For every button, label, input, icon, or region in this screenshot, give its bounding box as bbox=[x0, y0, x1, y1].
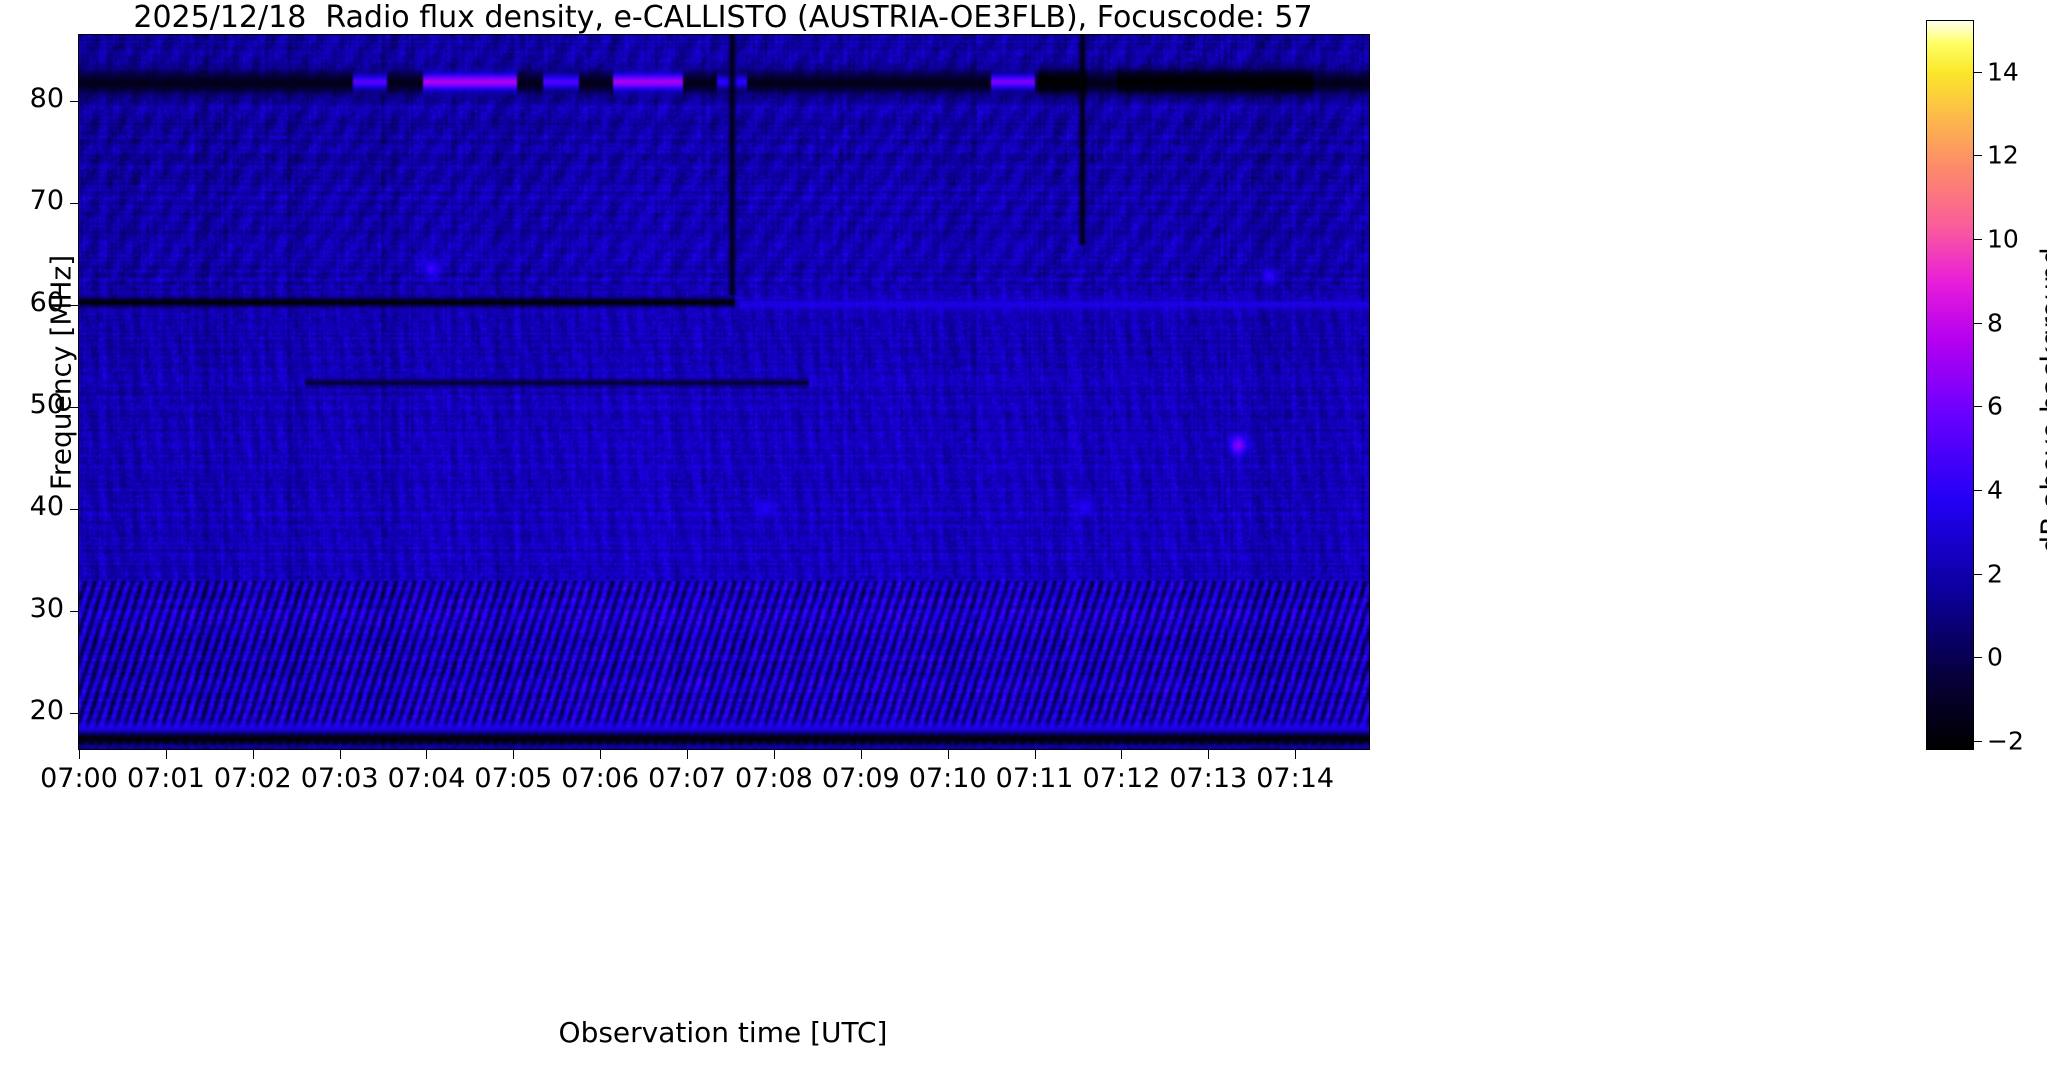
x-tick-mark bbox=[79, 750, 80, 759]
colorbar-ticks: −2 0 2 4 6 8 10 12 14 bbox=[1973, 20, 2043, 756]
x-tick-label: 07:05 bbox=[474, 763, 553, 794]
colorbar-tick-label: 12 bbox=[1987, 140, 2019, 170]
x-tick-mark bbox=[426, 750, 428, 759]
y-tick-label: 70 bbox=[29, 185, 64, 217]
spectrogram-image bbox=[79, 35, 1369, 749]
x-tick-label: 07:01 bbox=[126, 763, 205, 794]
colorbar-tick-mark bbox=[1973, 657, 1982, 659]
colorbar-tick-label: 4 bbox=[1987, 475, 2003, 505]
x-tick-mark bbox=[773, 750, 775, 759]
y-tick-mark bbox=[70, 611, 79, 613]
y-axis-ticks: 80 70 60 50 40 30 20 bbox=[0, 34, 79, 750]
colorbar-tick-label: 10 bbox=[1987, 224, 2019, 254]
y-tick-mark bbox=[70, 305, 79, 307]
x-tick-label: 07:08 bbox=[735, 763, 813, 794]
x-tick-label: 07:00 bbox=[40, 763, 118, 794]
colorbar-tick-label: 8 bbox=[1987, 308, 2003, 338]
y-tick-mark bbox=[70, 203, 79, 205]
colorbar[interactable] bbox=[1926, 20, 1974, 750]
x-tick-mark bbox=[600, 750, 602, 759]
colorbar-tick-mark bbox=[1973, 741, 1982, 743]
x-tick-mark bbox=[513, 750, 515, 759]
colorbar-label: dB above background bbox=[2034, 247, 2047, 554]
y-tick-mark bbox=[70, 101, 79, 103]
x-tick-mark bbox=[1034, 750, 1036, 759]
colorbar-gradient bbox=[1927, 21, 1973, 749]
x-tick-label: 07:07 bbox=[648, 763, 726, 794]
y-tick-label: 30 bbox=[29, 593, 64, 625]
colorbar-tick-label: −2 bbox=[1987, 726, 2024, 756]
x-tick-label: 07:04 bbox=[387, 763, 466, 794]
x-tick-mark bbox=[860, 750, 862, 759]
colorbar-tick-label: 6 bbox=[1987, 391, 2003, 421]
x-tick-label: 07:12 bbox=[1082, 763, 1161, 794]
x-tick-label: 07:02 bbox=[213, 763, 292, 794]
x-tick-mark bbox=[339, 750, 341, 759]
colorbar-tick-mark bbox=[1973, 573, 1982, 575]
x-tick-mark bbox=[1121, 750, 1123, 759]
y-tick-mark bbox=[70, 509, 79, 511]
x-tick-mark bbox=[252, 750, 254, 759]
y-tick-label: 60 bbox=[29, 287, 64, 319]
colorbar-tick-label: 2 bbox=[1987, 559, 2003, 589]
x-tick-label: 07:09 bbox=[821, 763, 900, 794]
colorbar-tick-mark bbox=[1973, 322, 1982, 324]
y-tick-label: 50 bbox=[29, 389, 64, 421]
y-tick-mark bbox=[70, 407, 79, 409]
page-title: 2025/12/18 Radio flux density, e-CALLIST… bbox=[133, 0, 1313, 35]
x-axis-label: Observation time [UTC] bbox=[558, 1016, 888, 1049]
y-tick-label: 80 bbox=[29, 83, 64, 115]
colorbar-tick-mark bbox=[1973, 155, 1982, 157]
colorbar-tick-label: 14 bbox=[1987, 57, 2019, 87]
x-tick-mark bbox=[687, 750, 689, 759]
x-tick-label: 07:10 bbox=[908, 763, 987, 794]
x-tick-mark bbox=[165, 750, 167, 759]
y-tick-label: 40 bbox=[29, 491, 64, 523]
x-tick-mark bbox=[1295, 750, 1297, 759]
colorbar-tick-mark bbox=[1973, 71, 1982, 73]
x-tick-label: 07:13 bbox=[1169, 763, 1248, 794]
x-tick-label: 07:03 bbox=[300, 763, 379, 794]
x-tick-label: 07:14 bbox=[1256, 763, 1335, 794]
x-tick-mark bbox=[1208, 750, 1210, 759]
y-tick-label: 20 bbox=[29, 695, 64, 727]
x-axis-ticks: 07:00 07:01 07:02 07:03 07:04 07:05 07:06 07:07… bbox=[40, 750, 1370, 810]
colorbar-tick-mark bbox=[1973, 406, 1982, 408]
colorbar-tick-mark bbox=[1973, 490, 1982, 492]
x-tick-label: 07:11 bbox=[995, 763, 1074, 794]
x-tick-mark bbox=[947, 750, 949, 759]
y-tick-mark bbox=[70, 713, 79, 715]
colorbar-tick-mark bbox=[1973, 239, 1982, 241]
y-axis-label: Frequency [MHz] bbox=[44, 254, 78, 491]
spectrogram-plot-area[interactable] bbox=[78, 34, 1370, 750]
colorbar-tick-label: 0 bbox=[1987, 642, 2003, 672]
x-tick-label: 07:06 bbox=[561, 763, 640, 794]
